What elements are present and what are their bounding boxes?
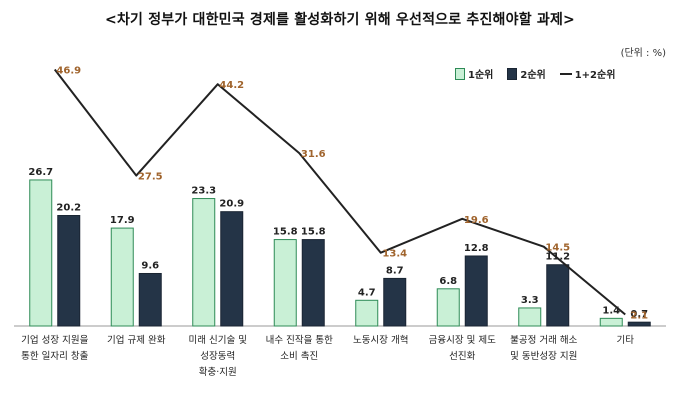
bar-rank1 xyxy=(273,239,297,327)
legend-label-rank2: 2순위 xyxy=(520,70,546,81)
data-label-total: 27.5 xyxy=(138,172,163,183)
bar-rank2 xyxy=(546,264,570,327)
data-label-total: 46.9 xyxy=(56,65,81,76)
data-label-total: 31.6 xyxy=(301,149,326,160)
data-label-rank2: 8.7 xyxy=(386,265,404,276)
legend-label-total: 1+2순위 xyxy=(574,70,616,81)
category-label: 기타 xyxy=(617,335,635,346)
data-label-rank1: 3.3 xyxy=(521,295,539,306)
bar-rank2 xyxy=(220,211,244,327)
bar-rank2 xyxy=(301,239,325,327)
category-label: 선진화 xyxy=(449,351,475,362)
bar-rank1 xyxy=(110,227,134,327)
category-label: 기업 규제 완화 xyxy=(107,334,166,346)
unit-label: (단위 : %) xyxy=(620,48,666,59)
category-label: 내수 진작을 통한 xyxy=(266,335,333,346)
data-label-rank1: 6.8 xyxy=(439,276,457,287)
data-label-rank1: 15.8 xyxy=(273,227,298,238)
data-label-rank2: 20.9 xyxy=(219,199,244,210)
bar-rank1 xyxy=(192,198,216,327)
data-label-rank1: 1.4 xyxy=(602,305,620,316)
legend: 1순위 2순위 1+2순위 xyxy=(455,66,629,81)
bar-rank2 xyxy=(383,277,407,327)
bar-rank2 xyxy=(464,255,488,327)
category-label: 불공정 거래 해소 xyxy=(510,334,577,346)
category-label: 및 동반성장 지원 xyxy=(510,350,577,362)
line-rank-total xyxy=(53,68,626,316)
bar-rank1 xyxy=(518,307,542,327)
bar-rank1 xyxy=(436,288,460,327)
data-label-total: 2.1 xyxy=(630,311,648,322)
data-label-total: 14.5 xyxy=(545,243,570,254)
category-label: 소비 촉진 xyxy=(280,351,318,362)
legend-item-rank2: 2순위 xyxy=(507,66,546,81)
category-label: 성장동력 xyxy=(200,350,235,362)
legend-item-rank-total: 1+2순위 xyxy=(559,66,616,81)
legend-label-rank1: 1순위 xyxy=(468,70,494,81)
data-label-rank1: 4.7 xyxy=(358,287,376,298)
category-label: 통한 일자리 창출 xyxy=(21,351,88,362)
legend-item-rank1: 1순위 xyxy=(455,66,493,81)
bar-rank1 xyxy=(599,317,623,327)
category-label: 확충·지원 xyxy=(199,366,237,378)
data-label-rank2: 20.2 xyxy=(56,203,81,214)
legend-swatch-rank1 xyxy=(455,67,465,80)
data-label-rank1: 23.3 xyxy=(191,186,216,197)
data-label-rank2: 15.8 xyxy=(301,227,326,238)
bar-rank2 xyxy=(627,321,651,327)
data-label-rank2: 9.6 xyxy=(141,260,159,271)
chart-title: <차기 정부가 대한민국 경제를 활성화하기 위해 우선적으로 추진해야할 과제… xyxy=(105,12,575,28)
data-label-rank1: 17.9 xyxy=(110,215,135,226)
data-label-total: 13.4 xyxy=(382,249,407,260)
category-label: 노동시장 개혁 xyxy=(353,335,408,346)
data-label-rank2: 0.7 xyxy=(630,309,648,320)
data-label-total: 19.6 xyxy=(464,215,489,226)
category-label: 기업 성장 지원을 xyxy=(21,334,88,346)
legend-swatch-rank2 xyxy=(507,67,518,80)
category-label: 금융시장 및 제도 xyxy=(429,334,496,346)
data-label-rank1: 26.7 xyxy=(28,167,53,178)
bar-rank1 xyxy=(29,179,53,327)
category-label: 미래 신기술 및 xyxy=(189,334,248,346)
legend-swatch-total xyxy=(559,72,572,75)
data-label-rank2: 12.8 xyxy=(464,243,489,254)
data-label-total: 44.2 xyxy=(219,80,244,91)
bar-rank2 xyxy=(57,215,81,327)
bar-rank1 xyxy=(355,299,379,327)
bar-rank2 xyxy=(138,272,162,327)
